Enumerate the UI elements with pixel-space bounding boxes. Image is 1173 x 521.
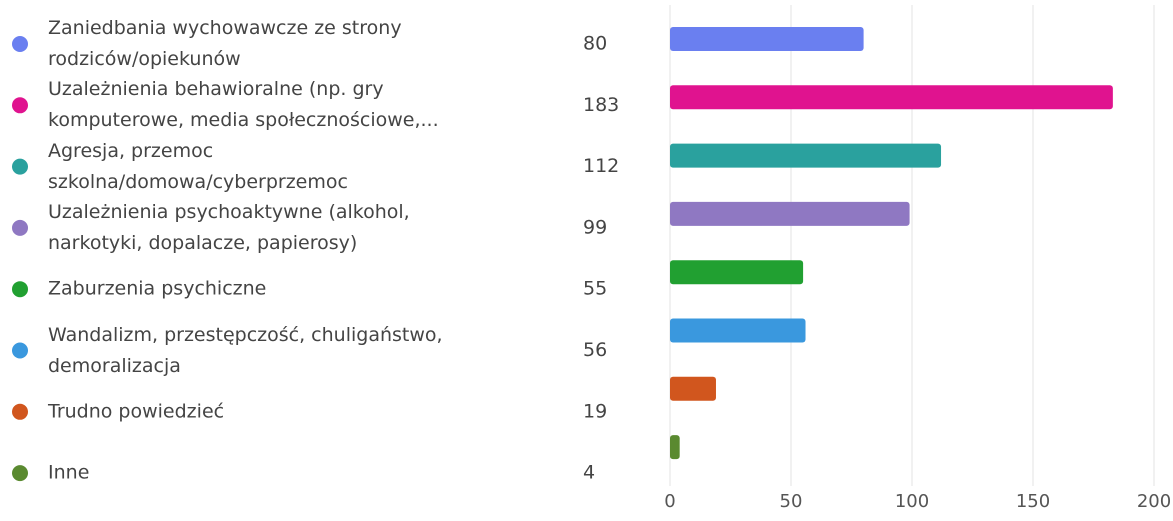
x-tick-label: 50 [780, 491, 803, 512]
legend-dot [12, 403, 28, 420]
value-label: 80 [583, 33, 607, 55]
category-label: Uzależnienia psychoaktywne (alkohol, nar… [48, 200, 410, 254]
category-label: Inne [48, 461, 90, 484]
category-label: Trudno powiedzieć [48, 400, 225, 423]
category-label: Zaniedbania wychowawcze ze strony rodzic… [48, 17, 402, 70]
x-tick-label: 100 [895, 491, 929, 512]
bar [670, 435, 680, 460]
x-tick-label: 150 [1016, 491, 1050, 512]
legend-dot [12, 281, 28, 298]
bar [670, 143, 942, 168]
legend-dot [12, 97, 28, 114]
value-label: 55 [583, 278, 607, 300]
category-label: Wandalizm, przestępczość, chuligaństwo, … [48, 323, 443, 377]
bar [670, 260, 804, 285]
legend-dot [12, 342, 28, 359]
legend-dot [12, 36, 28, 52]
bar [670, 27, 864, 51]
legend-dot [12, 465, 28, 482]
bar [670, 85, 1113, 110]
category-label: Uzależnienia behawioralne (np. gry kompu… [48, 78, 439, 132]
x-tick-label: 200 [1137, 491, 1171, 512]
legend-dot [12, 158, 28, 175]
value-label: 4 [583, 462, 595, 484]
value-label: 99 [583, 216, 607, 238]
bar [670, 201, 910, 226]
bar [670, 376, 716, 401]
value-label: 112 [583, 155, 619, 177]
category-label: Agresja, przemoc szkolna/domowa/cyberprz… [48, 139, 348, 193]
legend-dot [12, 219, 28, 236]
category-label: Zaburzenia psychiczne [48, 277, 267, 300]
value-label: 19 [583, 400, 607, 422]
bar [670, 318, 806, 343]
value-label: 183 [583, 94, 619, 116]
x-tick-label: 0 [664, 491, 675, 512]
value-label: 56 [583, 339, 607, 361]
